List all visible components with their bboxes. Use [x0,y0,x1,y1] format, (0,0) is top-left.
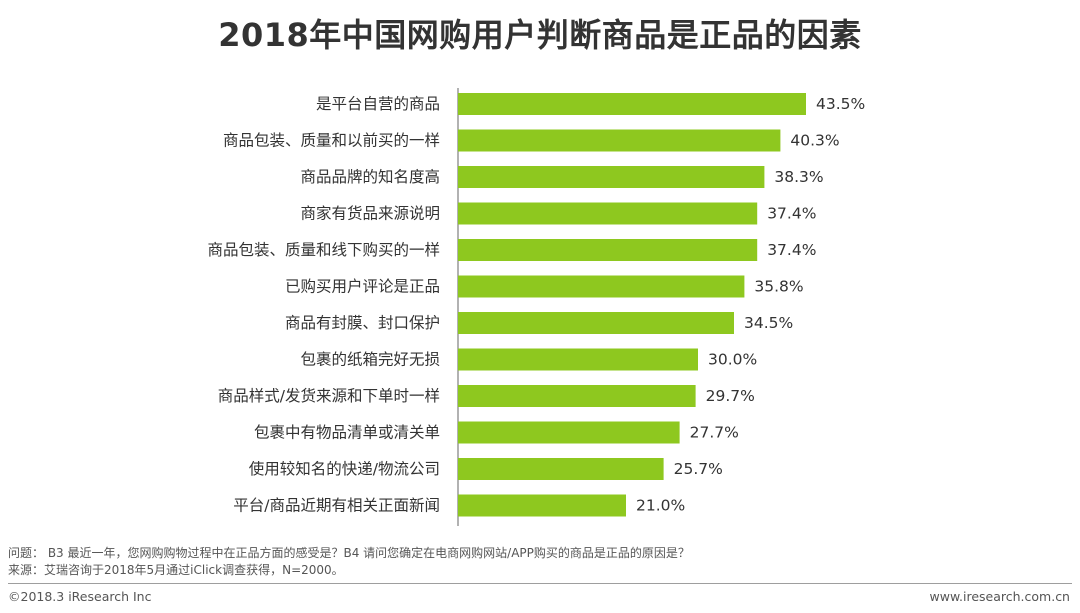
category-label: 包裹的纸箱完好无损 [300,351,440,369]
bar [458,275,745,298]
footer-divider [8,583,1072,584]
category-label: 已购买用户评论是正品 [285,278,440,296]
value-label: 37.4% [767,205,816,223]
value-label: 30.0% [708,351,757,369]
bar [458,421,680,444]
value-label: 27.7% [690,424,739,442]
category-label: 商品有封膜、封口保护 [285,314,440,332]
chart-title: 2018年中国网购用户判断商品是正品的因素 [218,16,862,54]
bar [458,93,806,115]
category-label: 商品包装、质量和线下购买的一样 [207,241,440,259]
value-label: 21.0% [636,497,685,515]
value-label: 29.7% [706,387,755,405]
value-label: 25.7% [674,460,723,478]
category-label: 包裹中有物品清单或清关单 [254,424,440,442]
chart-notes: 问题： B3 最近一年，您网购购物过程中在正品方面的感受是？B4 请问您确定在电… [8,545,690,579]
bar [458,129,781,152]
category-label: 使用较知名的快递/物流公司 [249,460,440,478]
category-label: 商品品牌的知名度高 [300,168,440,186]
value-label: 43.5% [816,95,865,113]
data-source-note: 来源：艾瑞咨询于2018年5月通过iClick调查获得，N=2000。 [8,563,344,577]
value-label: 35.8% [754,278,803,296]
bar [458,202,758,225]
bar [458,385,696,407]
value-label: 40.3% [790,132,839,150]
survey-question-note: 问题： B3 最近一年，您网购购物过程中在正品方面的感受是？B4 请问您确定在电… [8,546,690,560]
bar [458,166,765,188]
bar-chart: 是平台自营的商品 43.5% 商品包装、质量和以前买的一样 40.3% 商品品牌的知名度… [207,88,865,526]
bar [458,348,698,371]
category-label: 商品样式/发货来源和下单时一样 [218,387,440,405]
value-label: 38.3% [774,168,823,186]
bar [458,239,758,261]
bar [458,494,626,517]
category-label: 平台/商品近期有相关正面新闻 [233,497,440,515]
value-label: 34.5% [744,314,793,332]
value-label: 37.4% [767,241,816,259]
bar [458,458,664,480]
category-label: 是平台自营的商品 [316,95,440,113]
bar [458,312,734,334]
category-label: 商家有货品来源说明 [300,205,440,223]
category-label: 商品包装、质量和以前买的一样 [223,132,440,150]
footer-copyright: ©2018.3 iResearch Inc [8,589,152,604]
footer-website: www.iresearch.com.cn [929,589,1071,604]
